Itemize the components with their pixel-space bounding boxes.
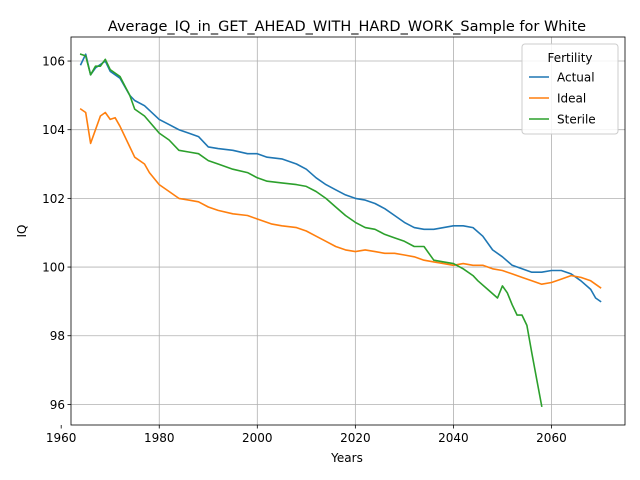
legend-box — [521, 43, 619, 135]
y-tick-label: 96 — [50, 398, 65, 412]
y-axis-label: IQ — [15, 225, 29, 238]
x-tick-label: 1980 — [144, 431, 175, 445]
legend-items: Actual Ideal Sterile — [529, 71, 596, 127]
y-axis-ticks: 96 98 100 102 104 106 — [42, 55, 71, 412]
series-line-ideal — [79, 107, 602, 289]
x-tick-label: 2000 — [242, 431, 273, 445]
y-tick-label: 106 — [42, 55, 65, 69]
y-tick-label: 102 — [42, 192, 65, 206]
legend-label-ideal: Ideal — [557, 92, 586, 106]
series-lines — [79, 53, 602, 408]
series-line-actual — [79, 53, 602, 303]
x-tick-label: 2060 — [536, 431, 567, 445]
y-tick-label: 98 — [50, 329, 65, 343]
legend-title: Fertility — [547, 51, 592, 65]
y-tick-label: 104 — [42, 123, 65, 137]
x-axis-ticks: 1960 1980 2000 2020 2040 2060 — [46, 425, 567, 445]
x-tick-label: 2040 — [438, 431, 469, 445]
x-axis-label: Years — [330, 451, 363, 465]
y-tick-label: 100 — [42, 261, 65, 275]
series-line-sterile — [79, 53, 543, 408]
legend-label-sterile: Sterile — [557, 113, 596, 127]
legend: Fertility Actual Ideal Sterile — [521, 43, 619, 135]
x-tick-label: 1960 — [46, 431, 77, 445]
legend-label-actual: Actual — [557, 71, 595, 85]
plot-frame — [70, 36, 626, 426]
x-tick-label: 2020 — [340, 431, 371, 445]
chart-title: Average_IQ_in_GET_AHEAD_WITH_HARD_WORK_S… — [108, 19, 586, 35]
